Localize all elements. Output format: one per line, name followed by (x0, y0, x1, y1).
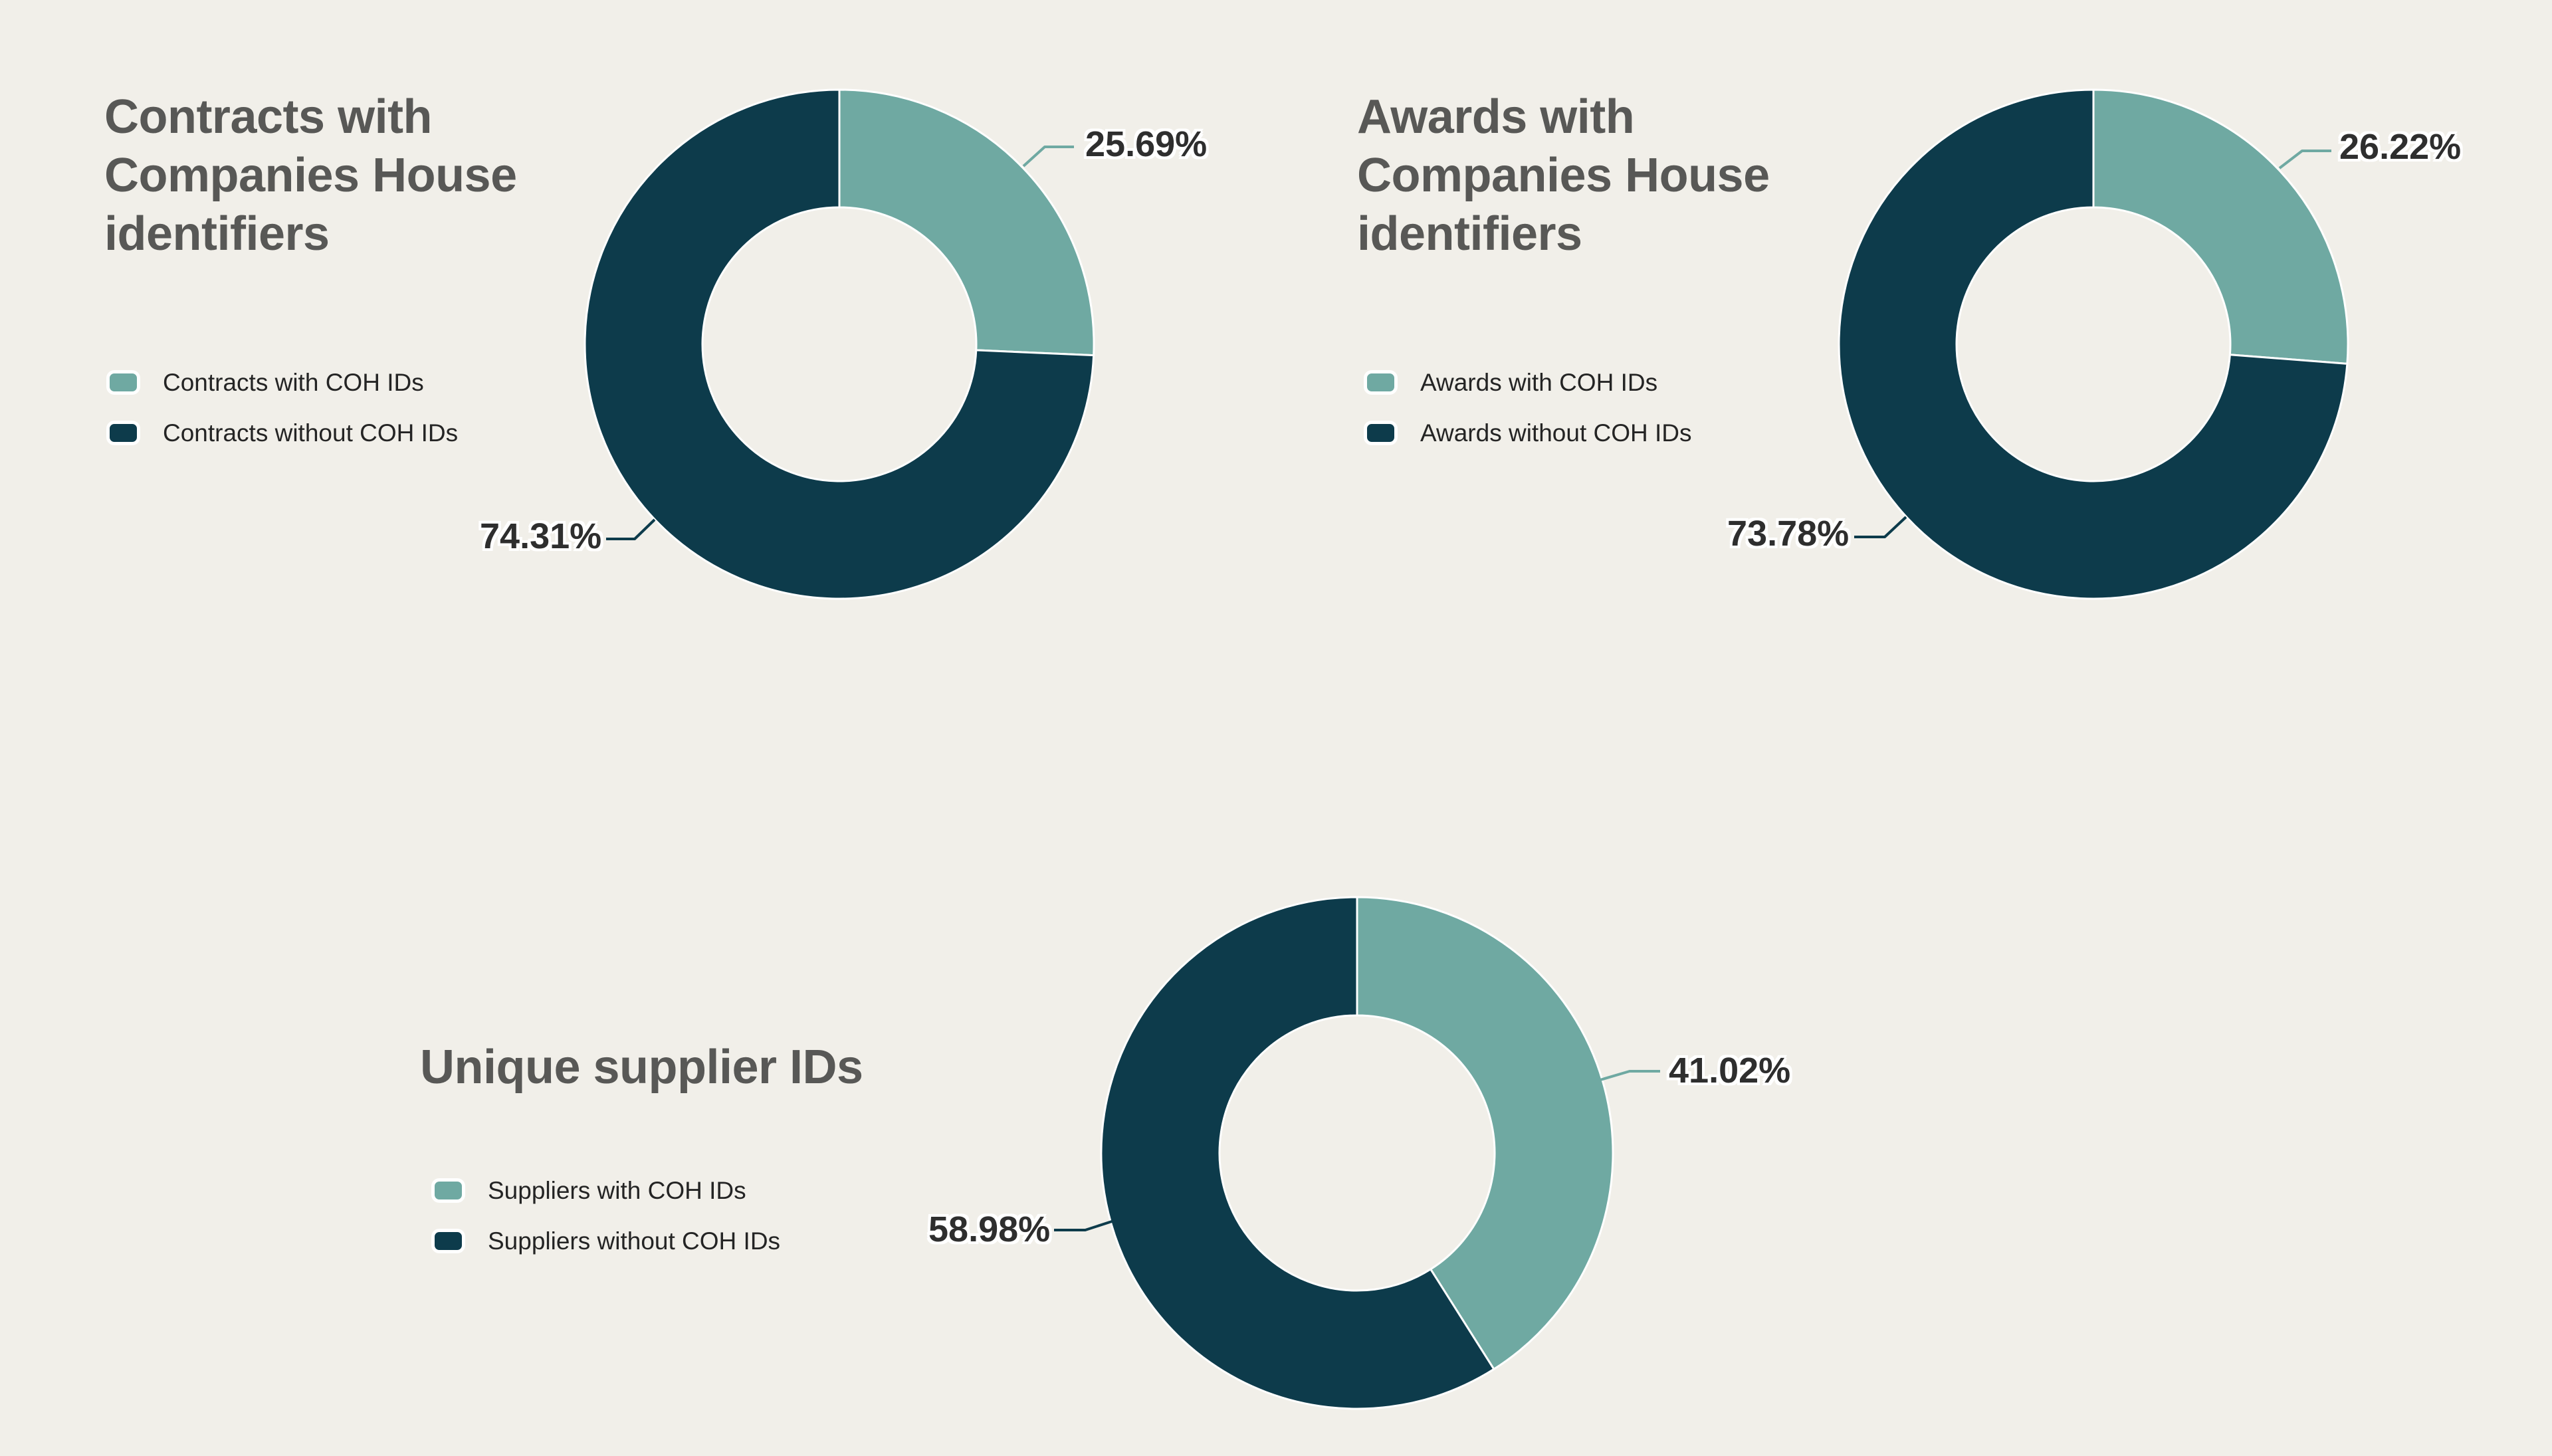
pie-slice-1[interactable] (584, 88, 1095, 600)
pie-slice-1[interactable] (1838, 88, 2349, 600)
slice-value-label-contracts-with: 25.69% (1085, 124, 1208, 164)
legend-swatch-dark (1364, 421, 1398, 445)
legend-item-contracts-with[interactable]: Contracts with COH IDs (106, 370, 458, 395)
label-line-awards-without (1854, 516, 1907, 538)
donut-chart-suppliers[interactable] (1100, 896, 1614, 1410)
legend-item-awards-without[interactable]: Awards without COH IDs (1364, 421, 1692, 445)
label-line-contracts-without (606, 518, 656, 540)
legend-swatch-dark (106, 421, 140, 445)
legend-suppliers: Suppliers with COH IDs Suppliers without… (431, 1178, 780, 1279)
legend-swatch-teal (1364, 370, 1398, 395)
label-line-suppliers-without (1054, 1220, 1113, 1231)
legend-item-suppliers-without[interactable]: Suppliers without COH IDs (431, 1229, 780, 1253)
slice-value-label-awards-without: 73.78% (1727, 514, 1850, 554)
legend-label: Suppliers without COH IDs (488, 1227, 781, 1255)
slice-value-label-suppliers-without: 58.98% (928, 1209, 1051, 1249)
legend-awards: Awards with COH IDs Awards without COH I… (1364, 370, 1692, 471)
slice-value-label-awards-with: 26.22% (2339, 127, 2462, 167)
legend-label: Awards with COH IDs (1420, 369, 1658, 396)
slice-value-label-contracts-without: 74.31% (480, 516, 602, 556)
chart-title-contracts: Contracts with Companies House identifie… (104, 90, 517, 260)
label-line-suppliers-with (1600, 1070, 1660, 1081)
legend-label: Contracts without COH IDs (163, 419, 459, 447)
pie-slice-1[interactable] (1100, 896, 1495, 1410)
legend-swatch-dark (431, 1229, 465, 1253)
legend-item-awards-with[interactable]: Awards with COH IDs (1364, 370, 1692, 395)
label-line-contracts-with (1022, 146, 1074, 167)
pie-slice-0[interactable] (2092, 88, 2349, 365)
slice-value-label-suppliers-with: 41.02% (1669, 1051, 1791, 1091)
legend-contracts: Contracts with COH IDs Contracts without… (106, 370, 458, 471)
donut-chart-awards[interactable] (1838, 88, 2349, 600)
legend-item-contracts-without[interactable]: Contracts without COH IDs (106, 421, 458, 445)
pie-slice-0[interactable] (1356, 896, 1614, 1370)
pie-slice-0[interactable] (838, 88, 1095, 357)
chart-title-suppliers: Unique supplier IDs (420, 1041, 863, 1094)
legend-label: Suppliers with COH IDs (488, 1177, 746, 1204)
legend-label: Awards without COH IDs (1420, 419, 1692, 447)
legend-item-suppliers-with[interactable]: Suppliers with COH IDs (431, 1178, 780, 1203)
legend-swatch-teal (431, 1178, 465, 1203)
legend-label: Contracts with COH IDs (163, 369, 424, 396)
legend-swatch-teal (106, 370, 140, 395)
label-line-awards-with (2278, 150, 2331, 169)
chart-title-awards: Awards with Companies House identifiers (1357, 90, 1770, 260)
donut-chart-contracts[interactable] (584, 88, 1095, 600)
